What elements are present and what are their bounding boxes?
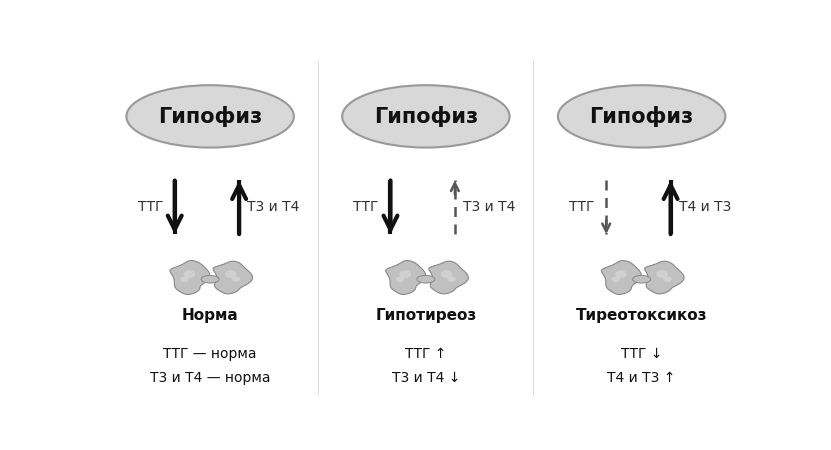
Ellipse shape	[632, 275, 651, 283]
Polygon shape	[213, 261, 253, 294]
Ellipse shape	[232, 276, 240, 282]
Ellipse shape	[184, 270, 195, 278]
Text: Гипотиреоз: Гипотиреоз	[376, 308, 476, 323]
Text: ТТГ — норма: ТТГ — норма	[164, 346, 257, 361]
Text: ТТГ: ТТГ	[138, 200, 163, 214]
Ellipse shape	[615, 270, 627, 278]
Ellipse shape	[126, 85, 294, 148]
Ellipse shape	[201, 275, 219, 283]
Text: ТТГ: ТТГ	[569, 200, 595, 214]
Text: Гипофиз: Гипофиз	[589, 106, 694, 127]
Ellipse shape	[417, 275, 435, 283]
Text: ТТГ ↑: ТТГ ↑	[406, 346, 446, 361]
Ellipse shape	[612, 276, 620, 282]
Ellipse shape	[342, 85, 509, 148]
Text: Т4 и Т3: Т4 и Т3	[679, 200, 731, 214]
Text: Норма: Норма	[182, 308, 238, 323]
Ellipse shape	[656, 270, 668, 278]
Ellipse shape	[663, 276, 671, 282]
Ellipse shape	[447, 276, 456, 282]
Text: Т3 и Т4: Т3 и Т4	[463, 200, 515, 214]
Polygon shape	[170, 261, 210, 294]
Ellipse shape	[558, 85, 725, 148]
Ellipse shape	[440, 270, 452, 278]
Text: Т3 и Т4 ↓: Т3 и Т4 ↓	[391, 371, 460, 385]
Text: ТТГ ↓: ТТГ ↓	[621, 346, 662, 361]
Text: Тиреотоксикоз: Тиреотоксикоз	[576, 308, 707, 323]
Ellipse shape	[180, 276, 189, 282]
Text: Т4 и Т3 ↑: Т4 и Т3 ↑	[607, 371, 676, 385]
Polygon shape	[386, 261, 425, 294]
Text: Гипофиз: Гипофиз	[374, 106, 478, 127]
Polygon shape	[645, 261, 684, 294]
Ellipse shape	[225, 270, 237, 278]
Polygon shape	[429, 261, 469, 294]
Text: Т3 и Т4: Т3 и Т4	[248, 200, 300, 214]
Ellipse shape	[396, 276, 405, 282]
Text: ТТГ: ТТГ	[353, 200, 379, 214]
Text: Т3 и Т4 — норма: Т3 и Т4 — норма	[150, 371, 270, 385]
Polygon shape	[602, 261, 642, 294]
Text: Гипофиз: Гипофиз	[158, 106, 263, 127]
Ellipse shape	[400, 270, 411, 278]
